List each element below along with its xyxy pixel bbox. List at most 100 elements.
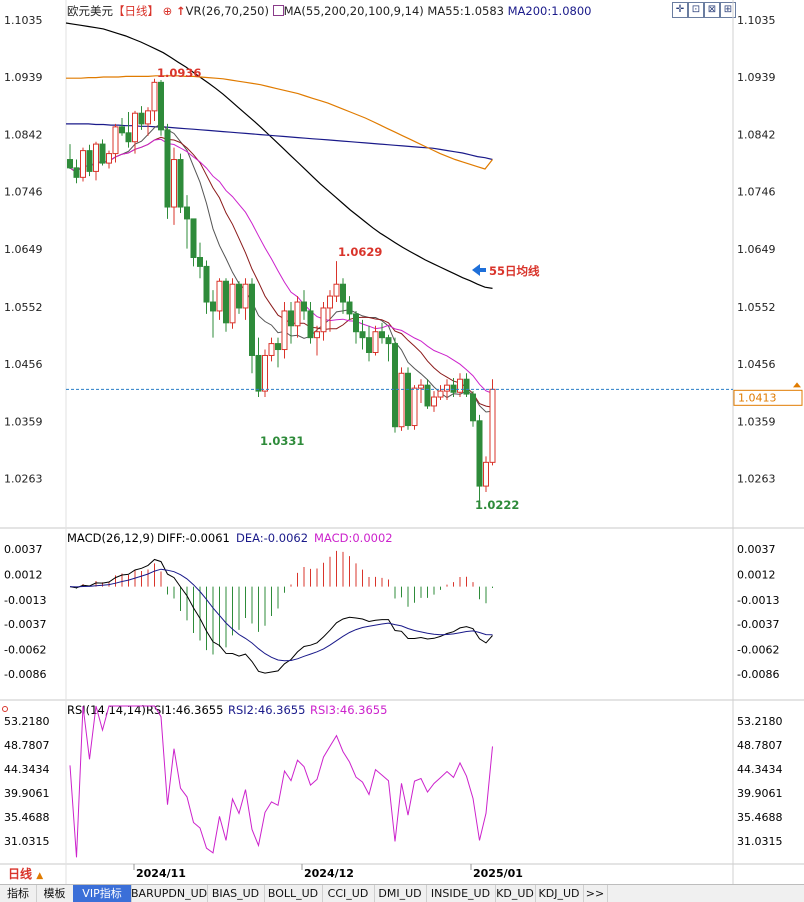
chart-header: 欧元美元【日线】 ⊕ ↑VR(26,70,250) MA(55,200,20,1… — [67, 3, 591, 19]
crosshair-icon[interactable]: ✛ — [672, 2, 688, 18]
indicator-tab[interactable]: KDJ_UD — [535, 885, 584, 902]
macd-tick-label: 0.0037 — [737, 543, 776, 556]
candle-body — [353, 313, 359, 333]
indicator-tab[interactable]: 模板 — [36, 885, 74, 902]
candle-body — [457, 378, 463, 393]
candle-body — [398, 372, 405, 428]
indicator-tab[interactable]: INSIDE_UD — [426, 885, 496, 902]
macd-diff-label: DIFF:-0.0061 — [157, 531, 230, 545]
candle-body — [229, 283, 236, 324]
rsi1-label: RSI1:46.3655 — [146, 703, 223, 717]
indicator-tab[interactable]: KD_UD — [495, 885, 536, 902]
candle-body — [294, 301, 301, 327]
candle-body — [437, 390, 444, 398]
price-tick-label: 1.0939 — [4, 71, 43, 84]
symbol-name: 欧元美元 — [67, 4, 113, 18]
arrow-up-icon — [793, 382, 801, 388]
vr-label: VR(26,70,250) — [185, 4, 269, 18]
rsi-tick-label: 31.0315 — [737, 835, 783, 848]
indicator-tab[interactable]: CCI_UD — [322, 885, 375, 902]
ma55-label: MA55:1.0583 — [427, 4, 504, 18]
candle-body — [476, 420, 483, 487]
macd-tick-label: -0.0037 — [4, 618, 46, 631]
macd-tick-label: -0.0013 — [4, 594, 46, 607]
fullscreen-icon[interactable]: ⊞ — [720, 2, 736, 18]
candle-body — [483, 461, 489, 487]
zoom-out-icon[interactable]: ⊠ — [704, 2, 720, 18]
price-tick-label: 1.0456 — [737, 358, 776, 371]
candle-body — [80, 150, 86, 178]
indicator-tab[interactable]: BARUPDN_UD — [131, 885, 208, 902]
price-axis: 1.1035 1.1035 1.0939 1.0939 1.0842 1.0842 1.07… — [4, 14, 776, 485]
indicator-tab[interactable]: >> — [583, 885, 608, 902]
macd-dea-label: DEA:-0.0062 — [236, 531, 308, 545]
high-label: 1.0936 — [157, 66, 201, 80]
candle-body — [112, 126, 119, 155]
candle-body — [132, 112, 138, 143]
candle-body — [470, 393, 476, 422]
indicator-tab[interactable]: 指标 — [0, 885, 37, 902]
candle-body — [281, 310, 288, 351]
candle-body — [320, 307, 327, 333]
candle-body — [184, 206, 190, 220]
candle-body — [158, 81, 164, 131]
candle-body — [145, 110, 151, 125]
macd-label: MACD(26,12,9) — [67, 531, 154, 545]
price-tick-label: 1.0649 — [4, 243, 43, 256]
macd-dea-line — [69, 568, 493, 662]
candle-body — [119, 126, 125, 134]
period-tag[interactable]: 【日线】 — [113, 4, 159, 18]
macd-tick-label: 0.0012 — [4, 568, 43, 581]
indicator-tab[interactable]: BIAS_UD — [207, 885, 265, 902]
macd-pane: MACD(26,12,9) DIFF:-0.0061 DEA:-0.0062 M… — [4, 531, 779, 681]
arrow-left-icon — [472, 264, 486, 276]
indicator-tab[interactable]: DMI_UD — [374, 885, 427, 902]
price-tick-label: 1.1035 — [737, 14, 776, 27]
rsi-tick-label: 31.0315 — [4, 835, 50, 848]
candle-body — [444, 384, 450, 392]
low-label: 1.0222 — [475, 498, 519, 512]
price-tick-label: 1.0746 — [4, 186, 43, 199]
time-axis: 2024/11 2024/12 2025/01 — [133, 864, 523, 880]
time-label: 2025/01 — [473, 867, 523, 880]
rsi-tick-label: 48.7807 — [4, 739, 50, 752]
price-tick-label: 1.0746 — [737, 186, 776, 199]
price-tick-label: 1.0552 — [737, 301, 776, 314]
current-price-label: 1.0413 — [738, 391, 777, 404]
candle-body — [346, 301, 353, 315]
candle-body — [301, 301, 307, 312]
period-selector[interactable]: 日线 ▲ — [0, 866, 60, 883]
macd-tick-label: -0.0086 — [4, 668, 46, 681]
chart-toolbar: ✛ ⊡ ⊠ ⊞ — [672, 2, 736, 18]
ma200-label: MA200:1.0800 — [507, 4, 592, 18]
rsi3-label: RSI3:46.3655 — [310, 703, 387, 717]
time-label: 2024/12 — [304, 867, 354, 880]
price-tick-label: 1.0456 — [4, 358, 43, 371]
ma100-line — [66, 75, 493, 170]
candle-body — [489, 388, 496, 463]
candle-body — [379, 331, 385, 339]
candle-body — [340, 283, 346, 303]
candle-body — [255, 354, 262, 392]
indicator-tab[interactable]: VIP指标 — [73, 885, 132, 902]
macd-axis: 0.0037 0.0037 0.0012 0.0012 -0.0013 -0.0013 -0… — [4, 543, 779, 681]
candle-body — [366, 337, 372, 353]
candle-body — [249, 283, 255, 356]
candle-body — [190, 218, 197, 258]
indicator-tab[interactable]: BOLL_UD — [264, 885, 323, 902]
triangle-up-icon: ▲ — [36, 871, 44, 881]
zoom-in-icon[interactable]: ⊡ — [688, 2, 704, 18]
rsi-axis: 53.2180 53.2180 48.7807 48.7807 44.3434 44.34… — [4, 715, 783, 848]
rsi-tick-label: 53.2180 — [737, 715, 783, 728]
rsi-settings-icon[interactable] — [2, 706, 8, 712]
macd-tick-label: -0.0086 — [737, 668, 779, 681]
rsi-tick-label: 53.2180 — [4, 715, 50, 728]
candle-body — [197, 257, 203, 267]
rsi-line — [69, 705, 493, 858]
candle-body — [73, 167, 80, 178]
settings-icon[interactable]: ⊕ — [162, 4, 173, 18]
candle-body — [327, 295, 333, 309]
current-price-box — [733, 389, 803, 406]
